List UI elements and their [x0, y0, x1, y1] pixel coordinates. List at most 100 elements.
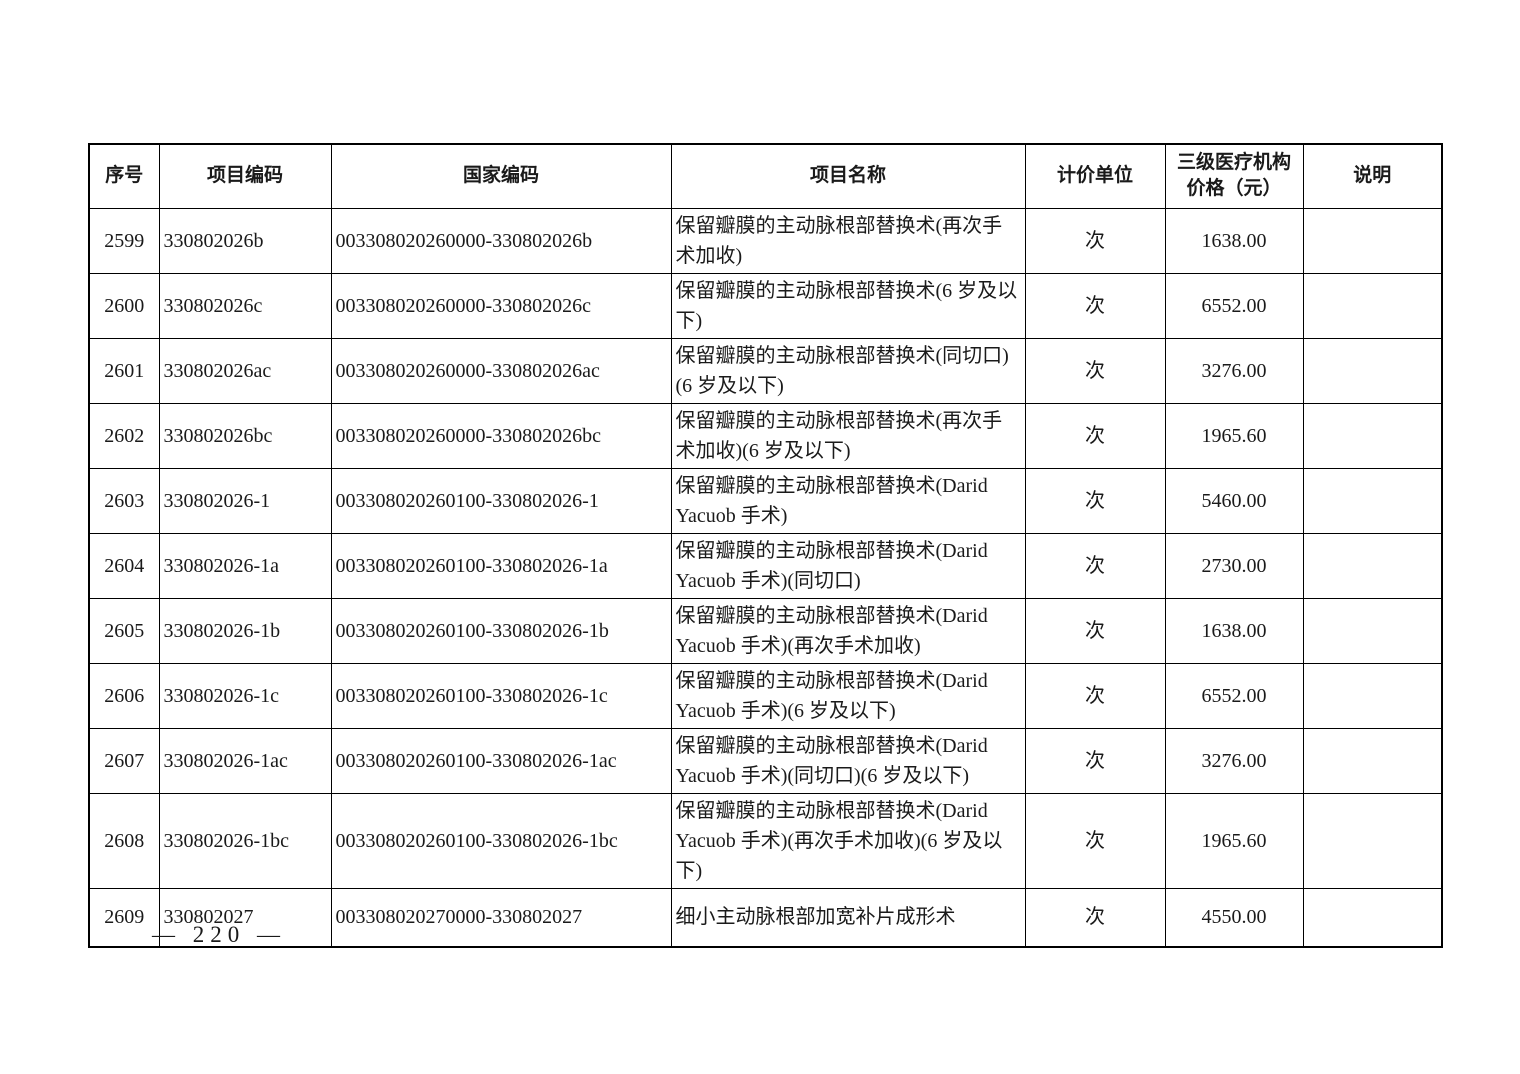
table-row: 2609 330802027 003308020270000-330802027…: [88, 887, 1443, 948]
cell-tier3-price: 6552.00: [1164, 662, 1304, 729]
cell-notes: [1302, 887, 1443, 948]
cell-national-code: 003308020260100-330802026-1: [330, 467, 672, 534]
cell-national-code: 003308020260100-330802026-1c: [330, 662, 672, 729]
table-body: 2599 330802026b 003308020260000-33080202…: [88, 207, 1443, 948]
table-row: 2608 330802026-1bc 003308020260100-33080…: [88, 792, 1443, 889]
cell-project-name: 保留瓣膜的主动脉根部替换术(Darid Yacuob 手术)(6 岁及以下): [670, 662, 1026, 729]
cell-project-name: 保留瓣膜的主动脉根部替换术(Darid Yacuob 手术): [670, 467, 1026, 534]
table-row: 2606 330802026-1c 003308020260100-330802…: [88, 662, 1443, 729]
cell-tier3-price: 1965.60: [1164, 402, 1304, 469]
cell-project-name: 保留瓣膜的主动脉根部替换术(Darid Yacuob 手术)(再次手术加收)(6…: [670, 792, 1026, 889]
cell-project-code: 330802026-1: [158, 467, 332, 534]
cell-notes: [1302, 467, 1443, 534]
cell-notes: [1302, 207, 1443, 274]
table-row: 2601 330802026ac 003308020260000-3308020…: [88, 337, 1443, 404]
table-row: 2600 330802026c 003308020260000-33080202…: [88, 272, 1443, 339]
cell-project-code: 330802026bc: [158, 402, 332, 469]
cell-tier3-price: 2730.00: [1164, 532, 1304, 599]
cell-project-name: 保留瓣膜的主动脉根部替换术(再次手术加收)(6 岁及以下): [670, 402, 1026, 469]
cell-seq-number: 2602: [88, 402, 160, 469]
cell-project-code: 330802026-1bc: [158, 792, 332, 889]
cell-national-code: 003308020260100-330802026-1a: [330, 532, 672, 599]
header-tier3-price: 三级医疗机构 价格（元）: [1164, 143, 1304, 209]
cell-seq-number: 2599: [88, 207, 160, 274]
cell-national-code: 003308020260000-330802026ac: [330, 337, 672, 404]
table-row: 2602 330802026bc 003308020260000-3308020…: [88, 402, 1443, 469]
cell-seq-number: 2606: [88, 662, 160, 729]
cell-pricing-unit: 次: [1024, 467, 1166, 534]
cell-project-code: 330802026c: [158, 272, 332, 339]
cell-project-code: 330802026ac: [158, 337, 332, 404]
cell-notes: [1302, 792, 1443, 889]
medical-price-table: 序号 项目编码 国家编码 项目名称 计价单位 三级医疗机构 价格（元） 说明 2…: [88, 143, 1443, 948]
cell-notes: [1302, 532, 1443, 599]
cell-national-code: 003308020260100-330802026-1ac: [330, 727, 672, 794]
cell-national-code: 003308020260100-330802026-1bc: [330, 792, 672, 889]
cell-project-name: 保留瓣膜的主动脉根部替换术(同切口)(6 岁及以下): [670, 337, 1026, 404]
cell-tier3-price: 3276.00: [1164, 337, 1304, 404]
cell-tier3-price: 1965.60: [1164, 792, 1304, 889]
cell-national-code: 003308020260000-330802026b: [330, 207, 672, 274]
cell-pricing-unit: 次: [1024, 887, 1166, 948]
cell-pricing-unit: 次: [1024, 727, 1166, 794]
cell-seq-number: 2608: [88, 792, 160, 889]
cell-notes: [1302, 727, 1443, 794]
cell-tier3-price: 6552.00: [1164, 272, 1304, 339]
cell-project-code: 330802027: [158, 887, 332, 948]
cell-seq-number: 2600: [88, 272, 160, 339]
header-notes: 说明: [1302, 143, 1443, 209]
cell-project-name: 保留瓣膜的主动脉根部替换术(Darid Yacuob 手术)(同切口)(6 岁及…: [670, 727, 1026, 794]
cell-notes: [1302, 402, 1443, 469]
cell-project-code: 330802026-1c: [158, 662, 332, 729]
header-project-code: 项目编码: [158, 143, 332, 209]
header-seq-number: 序号: [88, 143, 160, 209]
cell-tier3-price: 4550.00: [1164, 887, 1304, 948]
cell-national-code: 003308020270000-330802027: [330, 887, 672, 948]
table-row: 2607 330802026-1ac 003308020260100-33080…: [88, 727, 1443, 794]
cell-seq-number: 2604: [88, 532, 160, 599]
header-pricing-unit: 计价单位: [1024, 143, 1166, 209]
cell-pricing-unit: 次: [1024, 662, 1166, 729]
cell-project-name: 保留瓣膜的主动脉根部替换术(6 岁及以下): [670, 272, 1026, 339]
cell-project-name: 保留瓣膜的主动脉根部替换术(Darid Yacuob 手术)(再次手术加收): [670, 597, 1026, 664]
page-number: — 220 —: [152, 922, 286, 947]
cell-notes: [1302, 272, 1443, 339]
cell-project-code: 330802026b: [158, 207, 332, 274]
table-row: 2603 330802026-1 003308020260100-3308020…: [88, 467, 1443, 534]
cell-project-code: 330802026-1a: [158, 532, 332, 599]
cell-seq-number: 2605: [88, 597, 160, 664]
cell-project-code: 330802026-1b: [158, 597, 332, 664]
cell-notes: [1302, 337, 1443, 404]
cell-pricing-unit: 次: [1024, 792, 1166, 889]
cell-project-code: 330802026-1ac: [158, 727, 332, 794]
cell-notes: [1302, 597, 1443, 664]
table-row: 2604 330802026-1a 003308020260100-330802…: [88, 532, 1443, 599]
cell-seq-number: 2609: [88, 887, 160, 948]
cell-notes: [1302, 662, 1443, 729]
cell-pricing-unit: 次: [1024, 532, 1166, 599]
cell-pricing-unit: 次: [1024, 597, 1166, 664]
cell-tier3-price: 1638.00: [1164, 207, 1304, 274]
cell-tier3-price: 5460.00: [1164, 467, 1304, 534]
cell-pricing-unit: 次: [1024, 272, 1166, 339]
table-header-row: 序号 项目编码 国家编码 项目名称 计价单位 三级医疗机构 价格（元） 说明: [88, 143, 1443, 209]
cell-national-code: 003308020260100-330802026-1b: [330, 597, 672, 664]
cell-pricing-unit: 次: [1024, 207, 1166, 274]
cell-pricing-unit: 次: [1024, 337, 1166, 404]
cell-national-code: 003308020260000-330802026c: [330, 272, 672, 339]
cell-project-name: 保留瓣膜的主动脉根部替换术(再次手术加收): [670, 207, 1026, 274]
cell-pricing-unit: 次: [1024, 402, 1166, 469]
table-row: 2599 330802026b 003308020260000-33080202…: [88, 207, 1443, 274]
cell-project-name: 保留瓣膜的主动脉根部替换术(Darid Yacuob 手术)(同切口): [670, 532, 1026, 599]
table-row: 2605 330802026-1b 003308020260100-330802…: [88, 597, 1443, 664]
cell-seq-number: 2601: [88, 337, 160, 404]
cell-project-name: 细小主动脉根部加宽补片成形术: [670, 887, 1026, 948]
cell-seq-number: 2603: [88, 467, 160, 534]
header-national-code: 国家编码: [330, 143, 672, 209]
cell-seq-number: 2607: [88, 727, 160, 794]
cell-national-code: 003308020260000-330802026bc: [330, 402, 672, 469]
cell-tier3-price: 3276.00: [1164, 727, 1304, 794]
header-project-name: 项目名称: [670, 143, 1026, 209]
cell-tier3-price: 1638.00: [1164, 597, 1304, 664]
